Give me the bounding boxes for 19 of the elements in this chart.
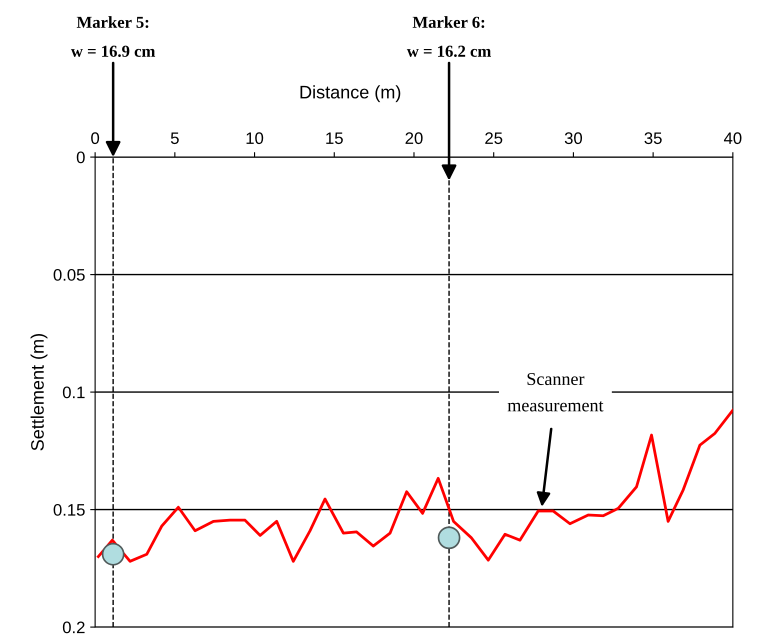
x-tick-label: 25 xyxy=(485,132,502,144)
annotation: Scanner measurement xyxy=(508,372,604,412)
annotation: Marker 6: w = 16.2 cm xyxy=(406,16,492,57)
y-tick-label: 0.1 xyxy=(62,386,85,398)
x-tick-label: 5 xyxy=(170,132,179,144)
y-tick-label: 0.05 xyxy=(54,268,85,281)
y-axis-title: Settlement (m) xyxy=(30,334,48,450)
y-tick-label: 0.2 xyxy=(62,621,85,634)
x-tick-label: 15 xyxy=(326,132,343,144)
annotation: Marker 5: w = 16.9 cm xyxy=(70,16,156,57)
y-tick-label: 0.15 xyxy=(54,504,85,516)
x-tick-label: 0 xyxy=(91,132,100,144)
x-axis-title: Distance (m) xyxy=(300,85,400,102)
x-tick-label: 10 xyxy=(246,132,264,144)
x-tick-label: 30 xyxy=(564,132,582,144)
x-tick-label: 35 xyxy=(644,132,662,144)
y-tick-label: 0 xyxy=(76,151,85,164)
x-tick-label: 20 xyxy=(406,132,423,144)
x-tick-label: 40 xyxy=(724,132,742,144)
